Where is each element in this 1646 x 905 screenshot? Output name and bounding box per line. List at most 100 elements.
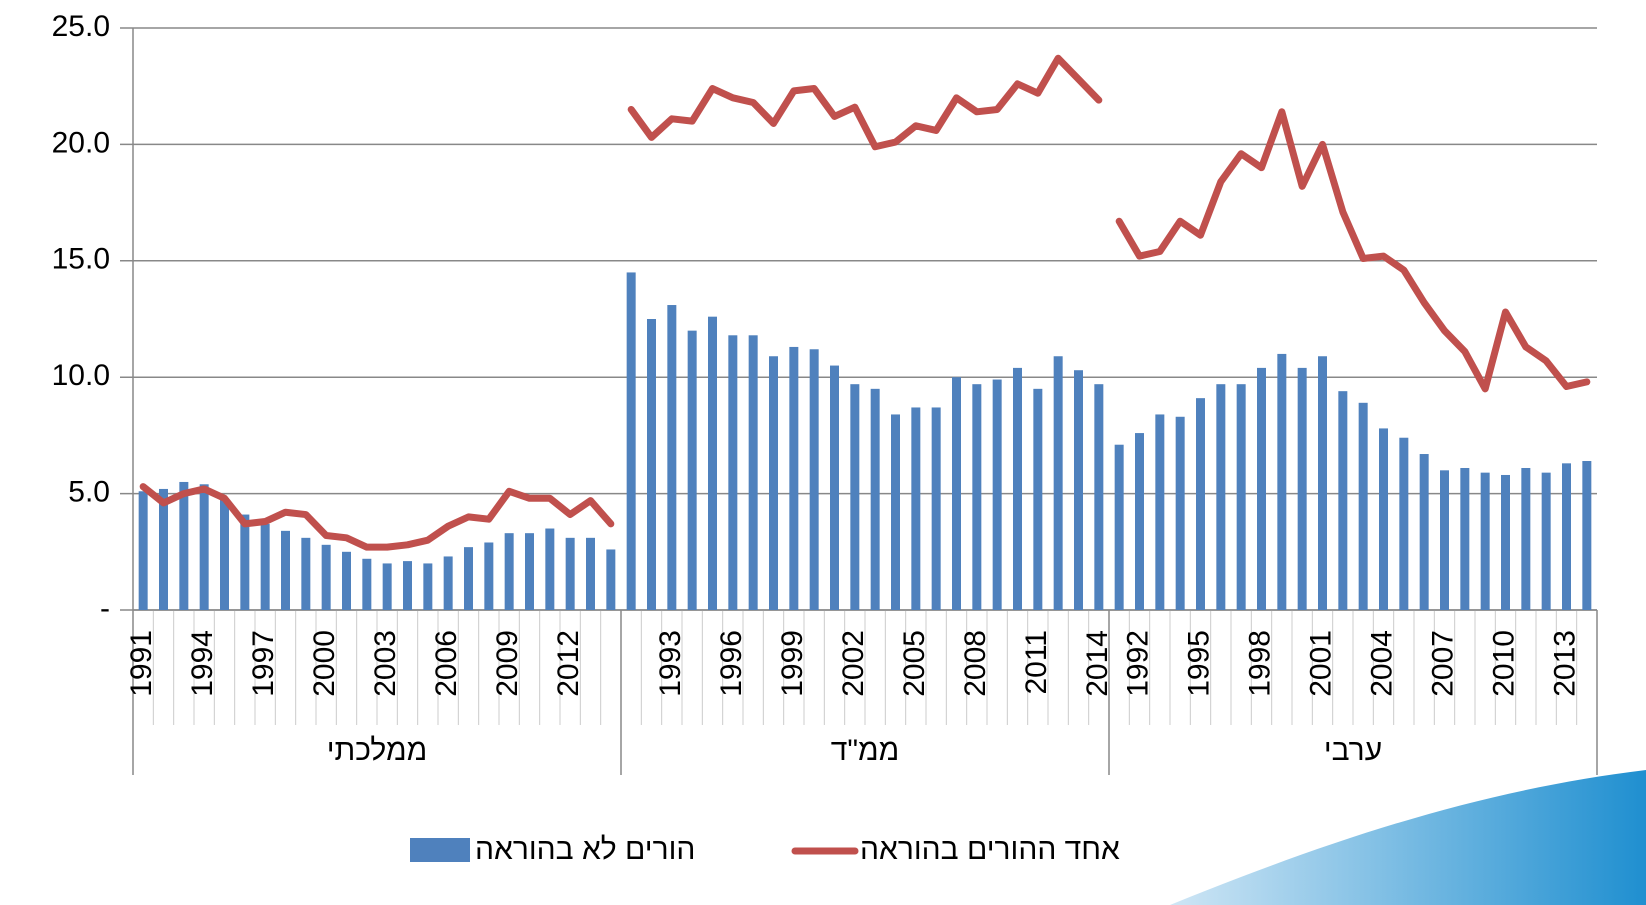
bar bbox=[464, 547, 473, 610]
y-tick-label: - bbox=[100, 592, 110, 625]
bar bbox=[992, 379, 1002, 610]
bar bbox=[1053, 356, 1063, 610]
bar bbox=[423, 563, 433, 610]
y-tick-label: 15.0 bbox=[52, 243, 110, 276]
bar bbox=[545, 528, 555, 610]
bar bbox=[728, 335, 738, 610]
bar bbox=[891, 414, 900, 610]
group-label: ממ"ד bbox=[831, 734, 900, 767]
x-tick-label: 1999 bbox=[776, 630, 809, 697]
bar bbox=[260, 523, 270, 610]
bar bbox=[809, 349, 819, 610]
legend-label: הורים לא בהוראה bbox=[475, 833, 695, 866]
x-tick-label: 1993 bbox=[654, 630, 687, 697]
legend-label: אחד ההורים בהוראה bbox=[860, 833, 1120, 866]
bar bbox=[626, 272, 636, 610]
decoration-swoosh bbox=[1170, 770, 1646, 905]
x-tick-label: 2013 bbox=[1548, 630, 1581, 697]
x-tick-label: 2010 bbox=[1487, 630, 1520, 697]
bar bbox=[1074, 370, 1083, 610]
bar bbox=[870, 388, 880, 610]
bar bbox=[1175, 416, 1185, 610]
bar bbox=[443, 556, 453, 610]
bar bbox=[931, 407, 941, 610]
bar bbox=[342, 551, 351, 610]
bar bbox=[220, 498, 229, 610]
bar bbox=[850, 384, 860, 610]
bar bbox=[1155, 414, 1165, 610]
bar bbox=[1399, 437, 1409, 610]
bar bbox=[830, 365, 839, 610]
bar bbox=[281, 530, 290, 610]
line-series bbox=[139, 483, 615, 551]
bar bbox=[952, 377, 961, 610]
bar bbox=[1277, 353, 1287, 610]
x-tick-label: 1992 bbox=[1121, 630, 1154, 697]
bar bbox=[301, 537, 311, 610]
legend-swatch bbox=[410, 838, 470, 862]
bar bbox=[159, 488, 168, 610]
bar bbox=[565, 537, 575, 610]
x-tick-label: 2009 bbox=[491, 630, 524, 697]
bar bbox=[362, 558, 372, 610]
bar bbox=[138, 491, 148, 610]
x-tick-label: 1996 bbox=[715, 630, 748, 697]
x-tick-label: 1991 bbox=[125, 630, 158, 697]
bar bbox=[1480, 472, 1490, 610]
bar bbox=[179, 481, 189, 610]
bar bbox=[1196, 398, 1205, 610]
bar bbox=[525, 533, 534, 610]
x-tick-label: 1997 bbox=[247, 630, 280, 697]
bar bbox=[769, 356, 778, 610]
bar bbox=[1379, 428, 1388, 610]
bar bbox=[1033, 388, 1043, 610]
bar bbox=[1521, 467, 1531, 610]
x-tick-label: 1995 bbox=[1182, 630, 1215, 697]
x-tick-label: 2002 bbox=[837, 630, 870, 697]
group-label: ממלכתי bbox=[327, 734, 428, 767]
bar bbox=[1562, 463, 1571, 610]
bar bbox=[1135, 433, 1144, 610]
bar bbox=[1236, 384, 1246, 610]
bar bbox=[1440, 470, 1449, 610]
x-tick-label: 2006 bbox=[430, 630, 463, 697]
bar bbox=[708, 316, 717, 610]
bar bbox=[1338, 391, 1348, 610]
bar bbox=[1257, 367, 1266, 610]
y-tick-label: 20.0 bbox=[52, 126, 110, 159]
x-tick-label: 2001 bbox=[1304, 630, 1337, 697]
x-tick-label: 2011 bbox=[1020, 630, 1053, 695]
x-tick-label: 2003 bbox=[369, 630, 402, 697]
bar bbox=[382, 563, 392, 610]
bar bbox=[1216, 384, 1226, 610]
y-tick-label: 10.0 bbox=[52, 359, 110, 392]
x-tick-label: 2007 bbox=[1426, 630, 1459, 697]
bar bbox=[199, 484, 209, 610]
x-tick-label: 1994 bbox=[186, 630, 219, 697]
x-tick-label: 2008 bbox=[959, 630, 992, 697]
bar bbox=[1114, 444, 1124, 610]
bar bbox=[667, 305, 677, 610]
bar bbox=[606, 549, 616, 610]
bar bbox=[911, 407, 921, 610]
bar bbox=[1541, 472, 1551, 610]
bar bbox=[1318, 356, 1327, 610]
bar bbox=[1297, 367, 1307, 610]
bar bbox=[240, 514, 250, 610]
x-tick-label: 2004 bbox=[1365, 630, 1398, 697]
bar bbox=[484, 542, 494, 610]
bar bbox=[1501, 474, 1510, 610]
group-label: ערבי bbox=[1324, 734, 1382, 767]
bar bbox=[1582, 461, 1592, 610]
bar bbox=[1013, 367, 1022, 610]
bar bbox=[1419, 454, 1429, 610]
bar bbox=[687, 330, 697, 610]
line-series bbox=[627, 54, 1103, 151]
bar bbox=[647, 319, 656, 610]
y-tick-label: 25.0 bbox=[52, 10, 110, 43]
bar bbox=[403, 561, 412, 610]
bar bbox=[1460, 467, 1470, 610]
bar bbox=[972, 384, 982, 610]
bar bbox=[1358, 402, 1368, 610]
